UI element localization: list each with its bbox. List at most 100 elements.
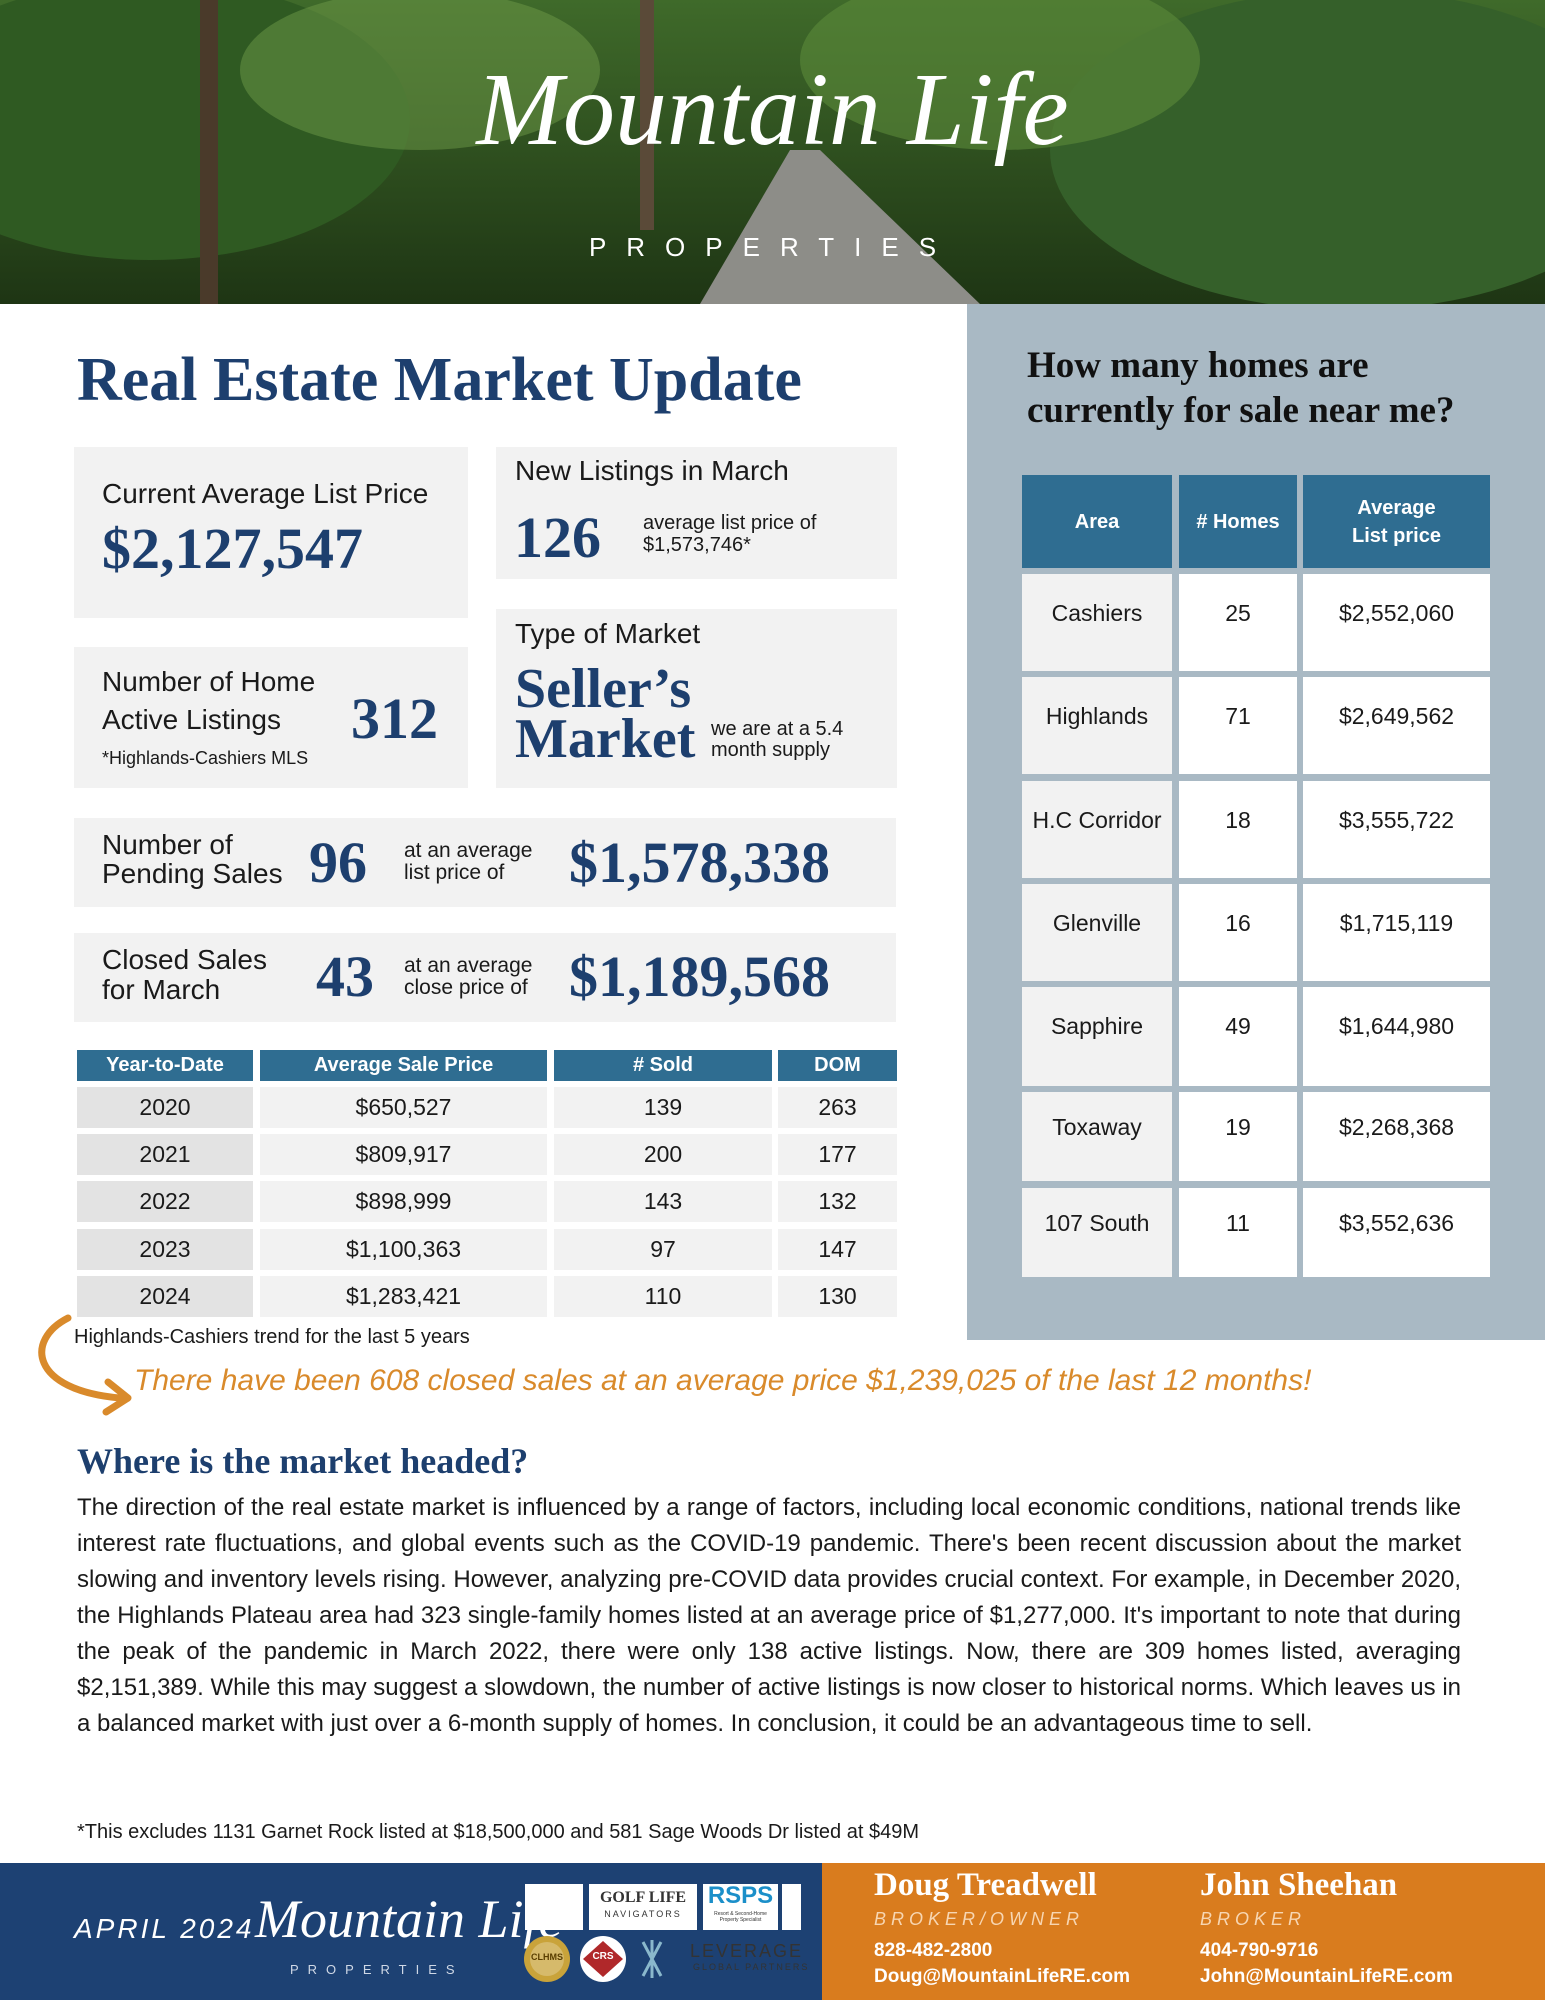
stat-label: New Listings in March [515,455,789,486]
table-caption: Highlands-Cashiers trend for the last 5 … [74,1326,470,1348]
table-header: DOM [778,1050,897,1081]
stat-label: Active Listings [102,704,281,735]
section-heading: Where is the market headed? [77,1441,529,1481]
table-cell: $2,649,562 [1303,677,1490,774]
table-cell: $1,644,980 [1303,987,1490,1086]
agent-phone: 828-482-2800 [874,1940,993,1961]
body-text: The direction of the real estate market … [77,1494,1461,1737]
table-header: Average List price [1303,475,1490,568]
table-cell: $1,100,363 [260,1229,547,1270]
logo-sub: PROPERTIES [588,232,957,262]
stat-label: Number of [102,829,233,860]
stat-note: at an average [404,839,533,862]
table-cell: $2,268,368 [1303,1092,1490,1181]
stat-label: Type of Market [515,618,701,649]
stat-price: $1,189,568 [569,944,830,1009]
stat-label: Current Average List Price [102,478,429,509]
table-cell: $809,917 [260,1134,547,1175]
table-cell: 132 [778,1181,897,1222]
stat-value: 312 [351,686,438,751]
header-photo [0,0,1545,304]
stat-label: Closed Sales [102,944,267,975]
badge [525,1884,583,1930]
footnote: *This excludes 1131 Garnet Rock listed a… [77,1821,919,1843]
table-cell: 2022 [77,1181,253,1222]
stat-note: at an average [404,954,533,977]
table-cell: 200 [554,1134,772,1175]
table-cell: 11 [1179,1188,1297,1277]
table-cell: $3,555,722 [1303,781,1490,878]
table-cell: 147 [778,1229,897,1270]
stat-box [74,933,896,1022]
table-cell: $3,552,636 [1303,1188,1490,1277]
agent-role: BROKER [1200,1909,1307,1929]
stat-value: $2,127,547 [102,516,363,581]
table-cell: 177 [778,1134,897,1175]
stat-source: *Highlands-Cashiers MLS [102,748,309,768]
stat-note: close price of [404,976,528,999]
table-cell: 18 [1179,781,1297,878]
table-cell: $1,283,421 [260,1276,547,1317]
table-cell: $1,715,119 [1303,884,1490,981]
stat-note: month supply [711,739,830,761]
table-cell: Sapphire [1022,987,1172,1086]
stat-note: list price of [404,861,505,884]
badge-text: Resort & Second-Home Property Specialist [714,1911,767,1923]
stat-label: Number of Home [102,666,316,697]
badge-seals [524,1936,663,1982]
stat-label: for March [102,974,221,1005]
badge-text: RSPS [707,1882,774,1909]
table-cell: 263 [778,1087,897,1128]
table-cell: 71 [1179,677,1297,774]
page-title: Real Estate Market Update [77,346,802,414]
footer-logo-sub: PROPERTIES [290,1962,464,1977]
table-cell: 16 [1179,884,1297,981]
table-cell: 143 [554,1181,772,1222]
table-header: Year-to-Date [77,1050,253,1081]
table-cell: 110 [554,1276,772,1317]
agent-email: John@MountainLifeRE.com [1200,1966,1453,1987]
stat-note: average list price of [643,512,817,534]
table-cell: 25 [1179,574,1297,671]
table-cell: 139 [554,1087,772,1128]
table-cell: $2,552,060 [1303,574,1490,671]
agent-phone: 404-790-9716 [1200,1940,1319,1961]
stat-box [496,609,897,788]
badge-text: NAVIGATORS [604,1909,682,1919]
table-cell: H.C Corridor [1022,781,1172,878]
table-cell: 2024 [77,1276,253,1317]
badge-text: GOLF LIFE [599,1889,687,1906]
badge [589,1884,697,1930]
badge-text: CLHMS [531,1952,563,1962]
badge-text: LEVERAGE [690,1941,804,1961]
footer-date: APRIL 2024 [74,1913,255,1944]
logo: Mountain Life [476,52,1069,167]
panel-heading: currently for sale near me? [1027,390,1455,431]
table-cell: 2020 [77,1087,253,1128]
footer-logo: Mountain Life [255,1889,563,1949]
table-cell: $650,527 [260,1087,547,1128]
agent-email: Doug@MountainLifeRE.com [874,1966,1131,1987]
stat-label: Pending Sales [102,858,283,889]
table-cell: 97 [554,1229,772,1270]
table-cell: 107 South [1022,1188,1172,1277]
stat-value: 96 [309,830,367,895]
panel-heading: How many homes are [1027,345,1369,386]
table-cell: 2023 [77,1229,253,1270]
stat-value: 126 [514,505,601,570]
table-header: Area [1022,475,1172,568]
stat-value: Seller’s [515,658,692,720]
table-cell: Cashiers [1022,574,1172,671]
table-header: # Sold [554,1050,772,1081]
stat-value: 43 [316,944,374,1009]
table-cell: Toxaway [1022,1092,1172,1181]
footer-right [822,1863,1545,2000]
agent-name: John Sheehan [1200,1867,1398,1903]
table-cell: Glenville [1022,884,1172,981]
table-cell: 130 [778,1276,897,1317]
badge [703,1884,778,1930]
table-cell: Highlands [1022,677,1172,774]
stat-box [496,447,897,579]
agent-name: Doug Treadwell [874,1867,1097,1903]
